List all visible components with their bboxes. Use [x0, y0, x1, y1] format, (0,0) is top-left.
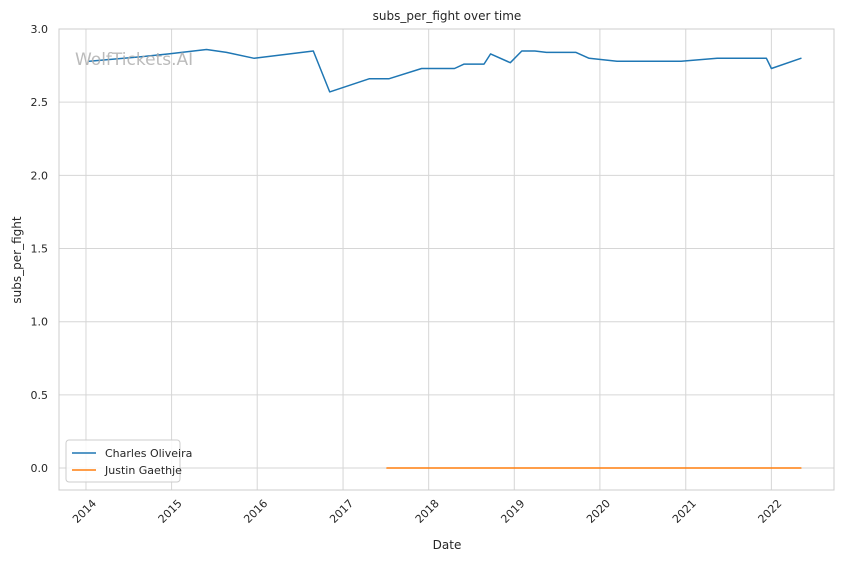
legend: Charles Oliveira Justin Gaethje: [65, 439, 192, 483]
legend-entry: Charles Oliveira: [105, 447, 192, 460]
x-axis-label: Date: [433, 538, 462, 552]
legend-box: [65, 439, 181, 483]
x-axis-ticks: 2014 2015 2016 2017 2018 2019 2020 2021 2022: [70, 497, 784, 526]
y-tick-label: 1.5: [31, 243, 49, 256]
y-tick-label: 0.5: [31, 389, 49, 402]
y-tick-label: 2.5: [31, 96, 49, 109]
y-axis-label: subs_per_fight: [10, 216, 24, 303]
y-tick-label: 3.0: [31, 23, 49, 36]
watermark: WolfTickets.AI: [75, 50, 193, 70]
y-tick-label: 2.0: [31, 169, 49, 182]
series-layer: [88, 48, 802, 469]
series-line-charles-oliveira: [88, 48, 802, 93]
y-tick-label: 1.0: [31, 316, 49, 329]
y-tick-label: 0.0: [31, 462, 49, 475]
plot-frame: [58, 28, 835, 491]
legend-entry: Justin Gaethje: [104, 464, 182, 477]
chart-title: subs_per_fight over time: [373, 9, 522, 23]
y-axis-ticks: 0.0 0.5 1.0 1.5 2.0 2.5 3.0: [31, 23, 49, 475]
